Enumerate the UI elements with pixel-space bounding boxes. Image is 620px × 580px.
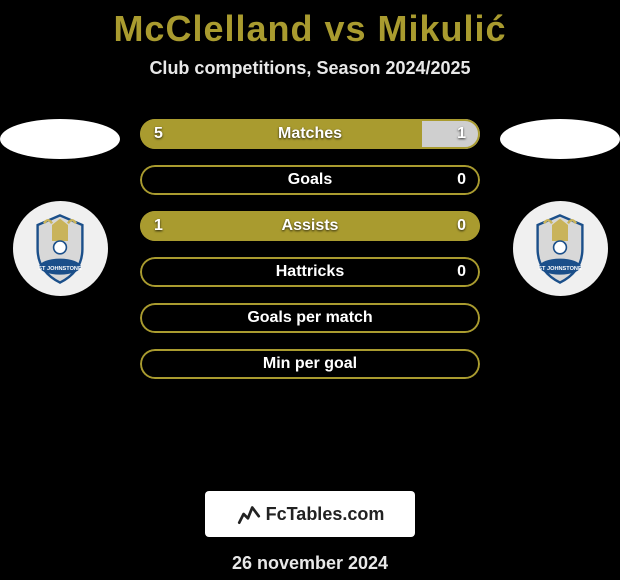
stat-label: Hattricks [276,263,344,281]
stat-value-right: 0 [457,171,466,189]
shield-icon: ST JOHNSTONE [520,209,600,289]
stat-label: Matches [278,125,342,143]
player-left: ST JOHNSTONE [0,119,120,296]
player-right: ST JOHNSTONE [500,119,620,296]
shield-icon: ST JOHNSTONE [20,209,100,289]
stat-row: 5 1 Matches [140,119,480,149]
svg-text:ST JOHNSTONE: ST JOHNSTONE [38,265,82,271]
watermark: FcTables.com [205,491,415,537]
stat-row: 0 Hattricks [140,257,480,287]
stat-value-left: 1 [154,217,163,235]
stat-label: Min per goal [263,355,357,373]
stat-value-right: 1 [457,125,466,143]
stat-row: Min per goal [140,349,480,379]
stat-row: 0 Goals [140,165,480,195]
club-badge-left: ST JOHNSTONE [13,201,108,296]
stat-value-right: 0 [457,217,466,235]
stat-value-left: 5 [154,125,163,143]
watermark-text: FcTables.com [266,504,385,525]
club-badge-right: ST JOHNSTONE [513,201,608,296]
svg-text:ST JOHNSTONE: ST JOHNSTONE [538,265,582,271]
stat-label: Goals [288,171,332,189]
stat-value-right: 0 [457,263,466,281]
player-right-silhouette [500,119,620,159]
comparison-area: ST JOHNSTONE ST JOHNSTONE [0,119,620,479]
chart-icon [236,501,262,527]
stat-row: 1 0 Assists [140,211,480,241]
bar-right-fill [422,119,480,149]
stat-bars: 5 1 Matches 0 Goals 1 0 Assists 0 Hattricks Goals … [140,119,480,379]
stat-row: Goals per match [140,303,480,333]
page-title: McClelland vs Mikulić [0,8,620,50]
subtitle: Club competitions, Season 2024/2025 [0,58,620,79]
player-left-silhouette [0,119,120,159]
stat-label: Goals per match [247,309,372,327]
stat-label: Assists [282,217,339,235]
date-text: 26 november 2024 [0,553,620,574]
